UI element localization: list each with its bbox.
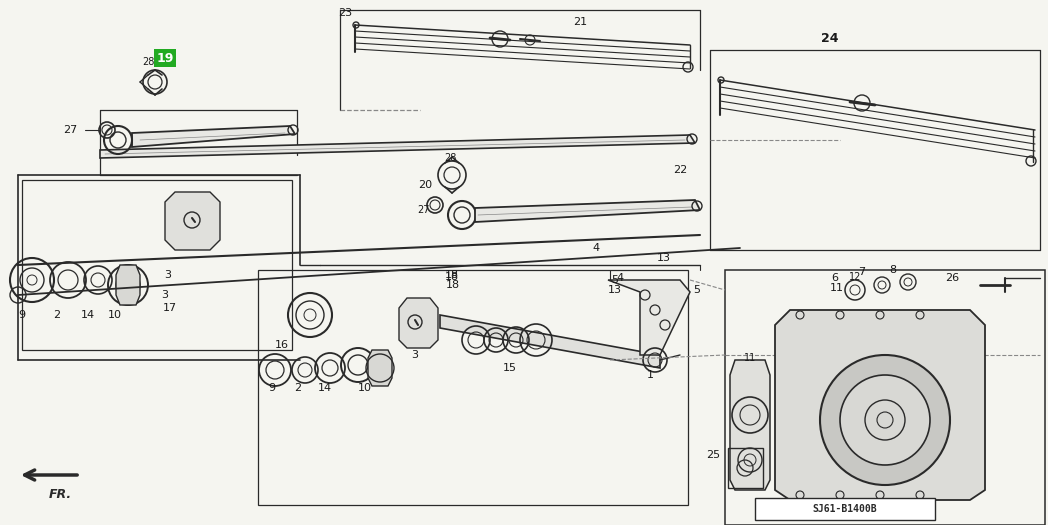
Text: 13: 13 — [608, 285, 623, 295]
Polygon shape — [368, 350, 392, 386]
Text: 28: 28 — [141, 57, 154, 67]
Polygon shape — [608, 280, 690, 355]
Bar — [755, 498, 935, 520]
Text: 10: 10 — [358, 383, 372, 393]
Circle shape — [840, 375, 930, 465]
Polygon shape — [100, 135, 695, 158]
Bar — [258, 270, 687, 505]
Polygon shape — [475, 200, 700, 222]
Text: 3: 3 — [161, 290, 169, 300]
Polygon shape — [776, 310, 985, 500]
Text: 12: 12 — [849, 272, 861, 282]
Text: SJ61-B1400B: SJ61-B1400B — [812, 504, 877, 514]
Text: 7: 7 — [858, 267, 866, 277]
Text: 16: 16 — [275, 340, 289, 350]
Text: FR.: FR. — [48, 488, 71, 501]
Text: 18: 18 — [445, 270, 459, 280]
Text: 17: 17 — [162, 303, 177, 313]
Bar — [725, 270, 1045, 525]
Text: 20: 20 — [418, 180, 432, 190]
Polygon shape — [116, 265, 140, 305]
Bar — [728, 448, 763, 488]
Text: 11: 11 — [830, 283, 844, 293]
Text: 13: 13 — [657, 253, 671, 263]
Text: 3: 3 — [165, 270, 172, 280]
Text: 5: 5 — [611, 275, 618, 285]
Text: 24: 24 — [822, 32, 838, 45]
Text: 5: 5 — [694, 285, 700, 295]
Text: 14: 14 — [81, 310, 95, 320]
Text: 21: 21 — [573, 17, 587, 27]
Text: 27: 27 — [417, 205, 430, 215]
Text: 1: 1 — [647, 370, 654, 380]
Text: 27: 27 — [63, 125, 78, 135]
Polygon shape — [399, 298, 438, 348]
Text: 11: 11 — [744, 353, 756, 363]
Text: 3: 3 — [412, 350, 418, 360]
Bar — [22, 180, 292, 350]
Circle shape — [820, 355, 949, 485]
Text: 8: 8 — [890, 265, 896, 275]
Text: 10: 10 — [108, 310, 122, 320]
Text: 18: 18 — [446, 280, 460, 290]
Text: 22: 22 — [673, 165, 687, 175]
Text: 28: 28 — [443, 153, 456, 163]
Text: 6: 6 — [831, 273, 838, 283]
Text: 19: 19 — [156, 51, 174, 65]
Text: 4: 4 — [592, 243, 599, 253]
Text: 14: 14 — [318, 383, 332, 393]
Text: 9: 9 — [19, 310, 25, 320]
Text: 25: 25 — [706, 450, 720, 460]
Text: 9: 9 — [268, 383, 276, 393]
Text: 23: 23 — [339, 8, 352, 18]
Text: 2: 2 — [53, 310, 61, 320]
Polygon shape — [440, 315, 660, 368]
Text: 26: 26 — [945, 273, 959, 283]
Text: 18: 18 — [445, 272, 459, 282]
Polygon shape — [132, 126, 294, 147]
Text: 4: 4 — [616, 273, 624, 283]
Text: 15: 15 — [503, 363, 517, 373]
Text: 2: 2 — [294, 383, 302, 393]
Polygon shape — [730, 360, 770, 490]
Polygon shape — [165, 192, 220, 250]
